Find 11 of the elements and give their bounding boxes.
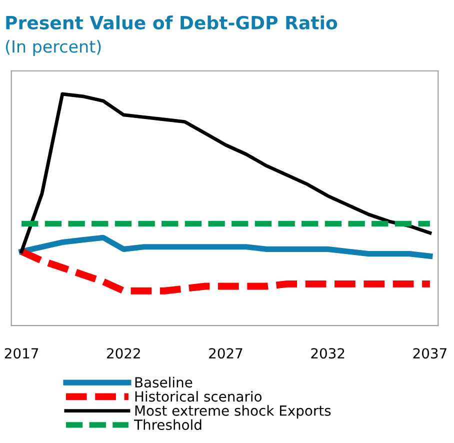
- legend-label: Most extreme shock Exports: [135, 405, 331, 419]
- legend-label: Threshold: [134, 419, 202, 430]
- x-tick-label: 2022: [107, 348, 140, 359]
- x-tick-label: 2032: [311, 348, 344, 359]
- x-tick-label: 2017: [4, 348, 38, 359]
- x-tick-label: 2037: [413, 348, 446, 359]
- legend-label: Historical scenario: [135, 390, 262, 402]
- chart-subtitle: (In percent): [6, 40, 101, 56]
- chart-title: Present Value of Debt-GDP Ratio: [6, 16, 338, 30]
- x-tick-label: 2027: [209, 348, 242, 359]
- legend-label: Baseline: [135, 376, 192, 388]
